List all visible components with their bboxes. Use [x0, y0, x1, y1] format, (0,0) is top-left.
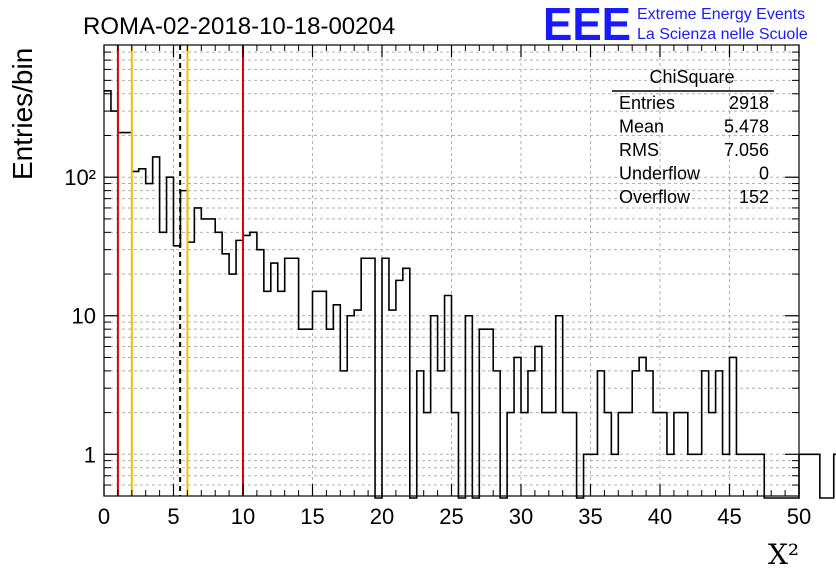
stats-title: ChiSquare: [649, 67, 734, 87]
logo-mark: EEE: [543, 0, 631, 50]
logo-line1: Extreme Energy Events: [637, 6, 805, 23]
stats-label: Overflow: [619, 187, 691, 207]
stats-value: 2918: [729, 93, 769, 113]
x-tick-label: 35: [578, 504, 602, 529]
eee-logo: EEE Extreme Energy Events La Scienza nel…: [543, 0, 808, 50]
x-tick-label: 45: [717, 504, 741, 529]
reference-lines: [116, 45, 244, 496]
y-tick-label: 10: [72, 304, 96, 329]
x-tick-label: 50: [787, 504, 811, 529]
x-tick-label: 0: [98, 504, 110, 529]
stats-label: Mean: [619, 117, 664, 137]
stats-label: Underflow: [619, 164, 701, 184]
y-axis: 1 10 10²: [64, 51, 799, 486]
grid-lines: [104, 45, 799, 496]
chart-title: ROMA-02-2018-10-18-00204: [83, 13, 395, 40]
x-tick-label: 10: [231, 504, 255, 529]
x-tick-label: 20: [370, 504, 394, 529]
x-tick-label: 5: [167, 504, 179, 529]
stats-rows: Entries 2918 Mean 5.478 RMS 7.056 Underflow 0 Ov…: [619, 93, 769, 207]
stats-box: ChiSquare Entries 2918 Mean 5.478 RMS 7.056 Un…: [612, 67, 774, 207]
logo-line2: La Scienza nelle Scuole: [637, 26, 808, 43]
x-axis-title: X²: [768, 538, 799, 571]
y-tick-label: 1: [84, 442, 96, 467]
histogram-line: [104, 90, 836, 499]
x-tick-label: 30: [509, 504, 533, 529]
stats-label: Entries: [619, 93, 675, 113]
stats-value: 152: [739, 187, 769, 207]
y-tick-label: 10²: [64, 165, 96, 190]
stats-value: 7.056: [724, 140, 769, 160]
histogram-series: [104, 90, 836, 499]
stats-label: RMS: [619, 140, 659, 160]
x-tick-label: 15: [300, 504, 324, 529]
stats-value: 0: [759, 164, 769, 184]
y-axis-title: Entries/bin: [7, 48, 38, 180]
x-axis: 0 5 10 15 20 25 30 35 40 45 50: [98, 45, 811, 529]
x-tick-label: 40: [648, 504, 672, 529]
x-tick-label: 25: [439, 504, 463, 529]
stats-value: 5.478: [724, 117, 769, 137]
